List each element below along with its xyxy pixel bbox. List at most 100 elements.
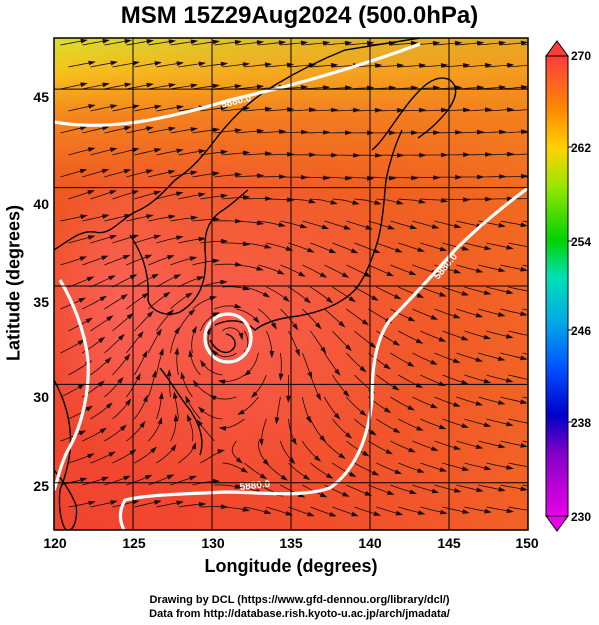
streamline [90, 105, 114, 112]
streamline-arrow [87, 190, 95, 195]
streamline [456, 264, 480, 272]
streamline [112, 105, 136, 112]
streamline [156, 446, 175, 464]
streamline-arrow [102, 214, 110, 219]
streamline [464, 64, 489, 68]
streamline [346, 440, 367, 455]
streamline-arrow [110, 104, 118, 109]
streamline [148, 256, 171, 266]
streamline [90, 62, 114, 68]
streamline [214, 351, 237, 358]
streamline-arrow [278, 222, 286, 227]
streamline-arrow [416, 292, 425, 298]
streamline [522, 132, 528, 134]
streamline [104, 336, 123, 354]
streamline [60, 431, 83, 442]
streamline-arrow [342, 491, 350, 497]
streamline [500, 264, 524, 271]
streamline-arrow [198, 501, 207, 507]
streamline-arrow [431, 446, 439, 451]
streamline-arrow [408, 270, 417, 276]
streamline-arrow [431, 488, 440, 494]
streamline-arrow [234, 39, 243, 45]
streamline [420, 374, 443, 385]
streamline-arrow [88, 60, 96, 66]
streamline-arrow [326, 296, 334, 304]
streamline [168, 373, 171, 398]
streamline [398, 198, 423, 203]
streamline [346, 352, 364, 371]
y-tick-label: 25 [33, 478, 49, 494]
streamline-arrow [167, 255, 175, 260]
streamline [68, 454, 92, 464]
streamline-arrow [124, 82, 132, 88]
streamline-arrow [176, 235, 184, 241]
streamline-arrow [190, 127, 198, 132]
streamline [486, 64, 511, 68]
streamline-arrow [146, 126, 154, 131]
streamline-arrow [141, 292, 150, 299]
streamline [148, 171, 172, 178]
streamline-arrow [361, 319, 369, 326]
streamline [368, 176, 393, 179]
streamline-arrow [250, 391, 258, 399]
streamline [390, 176, 415, 179]
streamline [236, 130, 261, 134]
streamline-arrow [417, 510, 426, 515]
streamline [134, 191, 158, 200]
streamline-arrow [243, 194, 251, 200]
streamline [288, 506, 312, 516]
streamline [434, 131, 459, 134]
streamline [368, 220, 392, 229]
streamline-arrow [153, 190, 162, 196]
streamline-arrow [385, 449, 393, 455]
streamline-arrow [476, 487, 484, 493]
streamline-arrow [359, 365, 367, 373]
streamline [156, 62, 181, 68]
streamline-arrow [520, 399, 528, 405]
streamline [464, 374, 488, 383]
streamline [500, 396, 524, 403]
streamline [82, 169, 106, 178]
streamline [68, 62, 92, 68]
streamline [253, 374, 267, 396]
streamline-arrow [330, 199, 338, 205]
streamline [368, 308, 390, 322]
streamline-arrow [188, 309, 196, 316]
streamline [302, 132, 327, 134]
streamline-arrow [298, 271, 306, 277]
streamline [332, 242, 355, 253]
streamline [324, 264, 346, 277]
streamline-arrow [292, 323, 299, 331]
streamline-arrow [454, 223, 462, 229]
streamline [280, 352, 282, 377]
streamline-arrow [453, 402, 461, 407]
streamline-arrow [212, 171, 221, 177]
streamline [442, 330, 466, 340]
streamline-arrow [220, 61, 229, 67]
streamline-arrow [198, 236, 206, 242]
x-axis-label: Longitude (degrees) [204, 556, 378, 576]
streamline [112, 148, 136, 156]
streamline-arrow [430, 314, 439, 320]
streamline-arrow [234, 84, 243, 89]
streamline-arrow [394, 469, 403, 474]
streamline-arrow [415, 338, 424, 344]
streamline [522, 308, 528, 311]
streamline-arrow [520, 266, 528, 272]
streamline [420, 418, 443, 429]
streamline [191, 329, 196, 354]
streamline-arrow [342, 390, 350, 398]
streamline [112, 191, 136, 200]
height-contours [54, 42, 528, 530]
streamline-arrow [126, 312, 134, 320]
streamline [236, 484, 260, 493]
streamline [200, 450, 222, 464]
streamline [522, 396, 528, 399]
streamline [302, 42, 327, 46]
streamline [68, 236, 92, 244]
streamline-arrow [109, 234, 118, 240]
streamline-arrow [99, 427, 107, 434]
streamline-arrow [174, 347, 180, 355]
streamline [412, 308, 435, 319]
